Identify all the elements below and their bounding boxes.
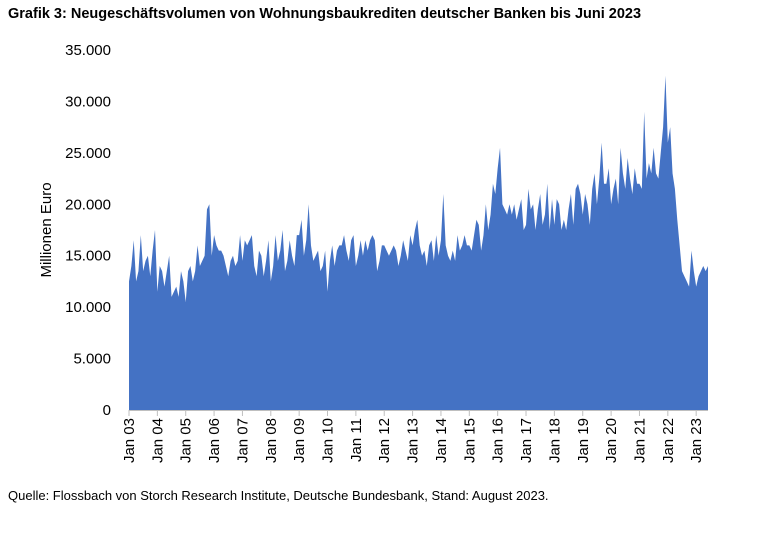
x-tick-label: Jan 05 [178,418,195,463]
y-tick-labels: 0 5.000 10.000 15.000 20.000 25.000 30.000 35.0… [65,42,111,419]
x-tick-label: Jan 03 [121,418,138,463]
x-tick-label: Jan 07 [234,418,251,463]
x-tick-label: Jan 14 [433,418,450,463]
x-tick-label: Jan 19 [575,418,592,463]
chart-title: Grafik 3: Neugeschäftsvolumen von Wohnun… [8,6,642,22]
x-tick-label: Jan 23 [688,418,705,463]
y-tick-label: 30.000 [65,93,111,110]
x-tick-label: Jan 06 [206,418,223,463]
x-tick-label: Jan 09 [291,418,308,463]
y-tick-label: 10.000 [65,299,111,316]
x-axis: Jan 03 Jan 04 Jan 05 Jan 06 Jan 07 Jan 08 Jan … [121,410,705,463]
area-series [129,75,708,411]
x-tick-labels: Jan 03 Jan 04 Jan 05 Jan 06 Jan 07 Jan 08 Jan … [121,418,705,463]
x-tick-label: Jan 11 [348,418,365,462]
y-tick-label: 20.000 [65,196,111,213]
y-tick-label: 15.000 [65,248,111,265]
source-note: Quelle: Flossbach von Storch Research In… [8,488,549,503]
x-tick-label: Jan 22 [660,418,677,463]
x-tick-label: Jan 16 [490,418,507,463]
x-tick-label: Jan 15 [461,418,478,463]
x-tick-label: Jan 21 [631,418,648,463]
x-tick-label: Jan 18 [546,418,563,463]
x-tick-label: Jan 08 [263,418,280,463]
y-tick-label: 35.000 [65,42,111,59]
x-tick-label: Jan 17 [518,418,535,463]
x-tick-marks [128,410,697,416]
y-axis: 0 5.000 10.000 15.000 20.000 25.000 30.000 35.0… [65,42,111,419]
y-tick-label: 25.000 [65,145,111,162]
y-axis-label: Millionen Euro [38,182,55,277]
y-tick-label: 5.000 [73,351,111,368]
x-tick-label: Jan 13 [405,418,422,463]
x-tick-label: Jan 10 [320,418,337,463]
x-tick-label: Jan 04 [149,418,166,463]
x-tick-label: Jan 12 [376,418,393,463]
y-tick-label: 0 [103,402,111,419]
x-tick-label: Jan 20 [603,418,620,463]
